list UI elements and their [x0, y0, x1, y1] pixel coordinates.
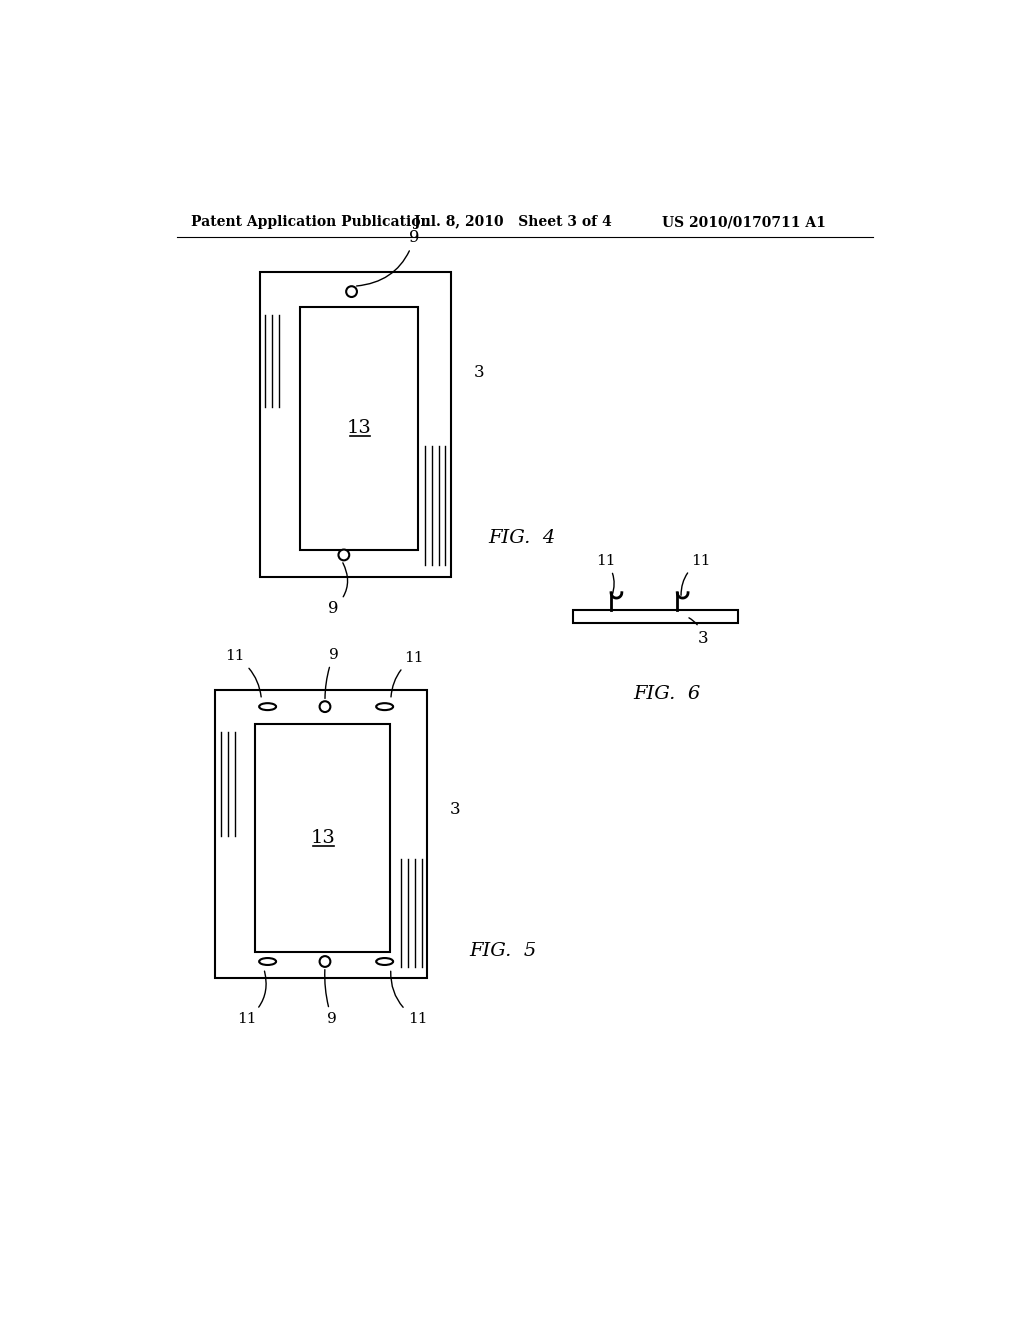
Ellipse shape [376, 704, 393, 710]
Bar [572, 610, 738, 623]
Ellipse shape [259, 704, 276, 710]
Text: 13: 13 [346, 420, 372, 437]
Bar [260, 272, 451, 577]
Circle shape [346, 286, 357, 297]
Text: 11: 11 [237, 972, 266, 1026]
Circle shape [339, 549, 349, 561]
Bar [215, 689, 427, 978]
Text: 9: 9 [325, 648, 339, 698]
Circle shape [319, 956, 331, 966]
Text: 11: 11 [225, 649, 261, 697]
Text: FIG.  5: FIG. 5 [469, 942, 537, 961]
Bar [300, 308, 418, 549]
Text: 11: 11 [391, 972, 427, 1026]
Circle shape [319, 701, 331, 711]
Text: 3: 3 [451, 800, 461, 817]
Text: 9: 9 [325, 970, 337, 1026]
Text: 3: 3 [689, 618, 709, 647]
Text: US 2010/0170711 A1: US 2010/0170711 A1 [662, 215, 825, 230]
Text: 11: 11 [681, 554, 711, 595]
Ellipse shape [259, 958, 276, 965]
Ellipse shape [376, 958, 393, 965]
Text: 9: 9 [356, 228, 420, 286]
Text: 13: 13 [310, 829, 335, 847]
Text: FIG.  6: FIG. 6 [634, 685, 700, 704]
Text: 11: 11 [596, 554, 615, 595]
Text: FIG.  4: FIG. 4 [487, 529, 555, 546]
Text: Patent Application Publication: Patent Application Publication [190, 215, 430, 230]
Bar [255, 725, 390, 952]
Text: Jul. 8, 2010   Sheet 3 of 4: Jul. 8, 2010 Sheet 3 of 4 [414, 215, 611, 230]
Text: 11: 11 [391, 651, 423, 697]
Text: 3: 3 [474, 364, 484, 381]
Text: 9: 9 [329, 562, 347, 616]
